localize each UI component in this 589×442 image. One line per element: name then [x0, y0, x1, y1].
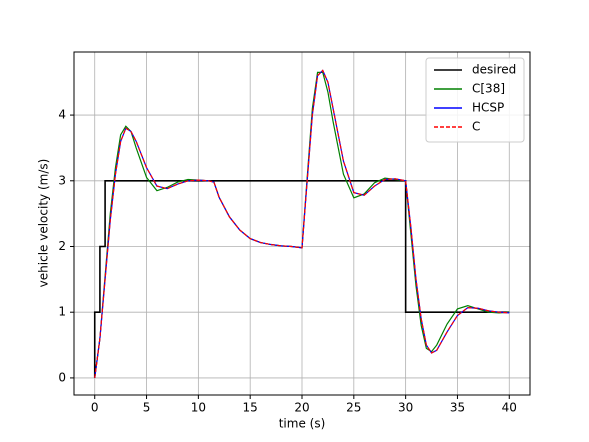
y-tick-label: 2 [58, 239, 66, 253]
legend-label: C[38] [472, 82, 505, 96]
y-axis-label: vehicle velocity (m/s) [37, 159, 51, 288]
legend-label: C [472, 120, 480, 134]
x-tick-label: 25 [346, 401, 361, 415]
x-tick-label: 5 [143, 401, 151, 415]
x-axis-label: time (s) [279, 417, 326, 431]
x-tick-label: 35 [450, 401, 465, 415]
x-tick-label: 30 [398, 401, 413, 415]
y-tick-label: 3 [58, 173, 66, 187]
y-tick-label: 4 [58, 108, 66, 122]
x-tick-label: 20 [294, 401, 309, 415]
x-tick-label: 10 [191, 401, 206, 415]
y-tick-label: 0 [58, 370, 66, 384]
y-tick-label: 1 [58, 305, 66, 319]
plot-frame [73, 51, 531, 396]
x-tick-label: 15 [243, 401, 258, 415]
line-series [94, 69, 510, 378]
legend-label: desired [472, 63, 516, 77]
x-tick-label: 40 [502, 401, 517, 415]
legend-label: HCSP [472, 101, 504, 115]
x-tick-label: 0 [91, 401, 99, 415]
line-series [93, 179, 510, 378]
legend-box [425, 57, 525, 143]
